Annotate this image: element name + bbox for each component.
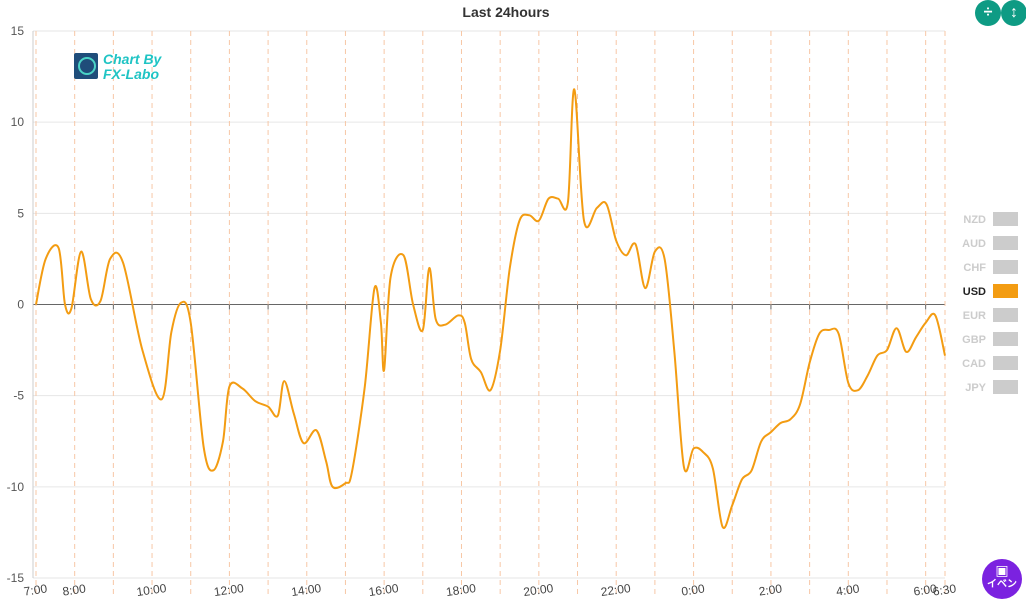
x-tick-label: 18:00: [445, 581, 477, 599]
expand-vertical-button[interactable]: ↕: [1001, 0, 1026, 26]
watermark-logo: Chart By FX-Labo: [74, 52, 174, 82]
legend-label: CHF: [963, 262, 986, 274]
chart-title: Last 24hours: [462, 4, 549, 20]
x-tick-label: 2:00: [758, 581, 783, 598]
calendar-icon: ▣: [995, 562, 1009, 578]
x-tick-label: 22:00: [600, 581, 632, 599]
x-tick-label: 12:00: [213, 581, 245, 599]
x-tick-label: 6:30: [932, 581, 957, 598]
legend-swatch: [993, 380, 1018, 394]
x-tick-label: 16:00: [368, 581, 400, 599]
legend-label: GBP: [962, 334, 986, 346]
legend-label: USD: [962, 286, 986, 298]
watermark-line1: Chart By: [103, 51, 162, 67]
x-tick-label: 20:00: [522, 581, 554, 599]
y-tick-label: -15: [7, 571, 25, 585]
y-tick-label: -5: [13, 389, 24, 403]
legend-item-jpy[interactable]: JPY: [956, 379, 1022, 403]
series-line-usd: [35, 88, 946, 530]
legend-item-aud[interactable]: AUD: [956, 235, 1022, 259]
x-tick-label: 14:00: [290, 581, 322, 599]
y-tick-label: -10: [7, 480, 25, 494]
legend-item-gbp[interactable]: GBP: [956, 331, 1022, 355]
legend-item-eur[interactable]: EUR: [956, 307, 1022, 331]
x-tick-label: 7:00: [23, 581, 48, 598]
collapse-vertical-button[interactable]: ÷: [975, 0, 1001, 26]
y-tick-label: 0: [17, 298, 24, 312]
legend-swatch: [993, 260, 1018, 274]
legend-item-usd[interactable]: USD: [956, 283, 1022, 307]
legend-label: AUD: [962, 238, 986, 250]
legend: NZD AUD CHF USD EUR GBP CAD JPY: [956, 211, 1022, 403]
event-button[interactable]: ▣ イベン: [982, 559, 1022, 599]
x-tick-label: 10:00: [136, 581, 168, 599]
x-tick-label: 8:00: [62, 581, 87, 598]
legend-item-nzd[interactable]: NZD: [956, 211, 1022, 235]
legend-label: CAD: [962, 358, 986, 370]
expand-vertical-icon: ↕: [1010, 4, 1018, 21]
legend-label: JPY: [965, 382, 986, 394]
watermark-line2: FX-Labo: [103, 66, 159, 82]
event-label: イベン: [987, 579, 1017, 590]
y-tick-label: 10: [11, 115, 25, 129]
chart-magnifier-logo-icon: [74, 53, 98, 79]
x-tick-label: 6:00: [913, 581, 938, 598]
x-tick-label: 0:00: [680, 581, 705, 598]
y-tick-label: 5: [17, 206, 24, 220]
legend-label: EUR: [962, 310, 986, 322]
legend-swatch: [993, 356, 1018, 370]
legend-label: NZD: [963, 214, 986, 226]
legend-item-cad[interactable]: CAD: [956, 355, 1022, 379]
y-tick-label: 15: [11, 24, 25, 38]
legend-swatch: [993, 236, 1018, 250]
legend-swatch: [993, 284, 1018, 298]
legend-swatch: [993, 212, 1018, 226]
x-tick-label: 4:00: [835, 581, 860, 598]
legend-item-chf[interactable]: CHF: [956, 259, 1022, 283]
collapse-vertical-icon: ÷: [983, 4, 993, 21]
legend-swatch: [993, 308, 1018, 322]
legend-swatch: [993, 332, 1018, 346]
